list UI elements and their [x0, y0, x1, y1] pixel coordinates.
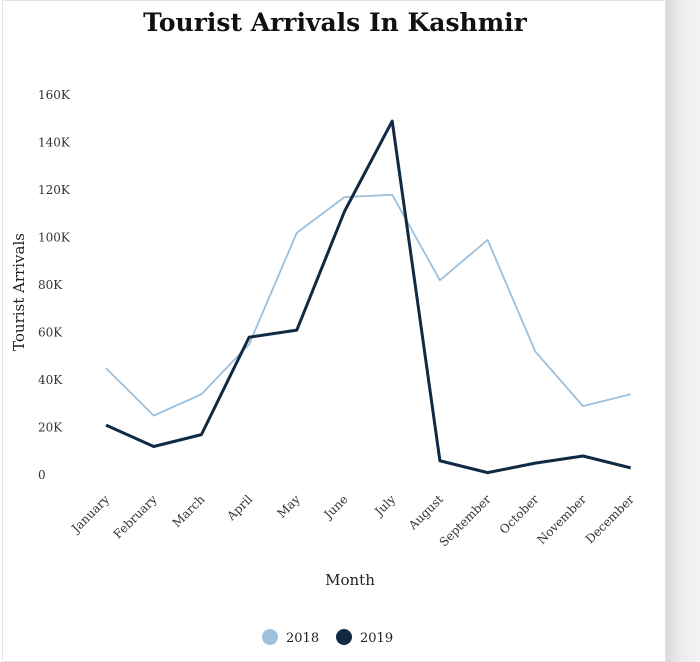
y-tick-label: 140K — [38, 136, 71, 150]
legend: 2018 2019 — [262, 629, 393, 646]
x-tick-label: April — [224, 492, 256, 524]
x-tick-label: August — [405, 492, 446, 533]
series-lines — [105, 119, 632, 475]
legend-label-2019: 2019 — [360, 631, 393, 646]
line-chart: 0 20K 40K 60K 80K 100K 120K 140K 160K JanuaryFeb… — [10, 88, 637, 646]
x-tick-label: November — [534, 492, 589, 547]
y-tick-label: 0 — [38, 468, 46, 482]
y-tick-label: 160K — [38, 88, 71, 102]
legend-marker-2019 — [336, 629, 352, 645]
y-axis-ticks: 0 20K 40K 60K 80K 100K 120K 140K 160K — [38, 88, 71, 482]
x-tick-label: September — [437, 492, 494, 549]
x-tick-label: October — [497, 492, 542, 537]
series-line-2019 — [105, 119, 632, 475]
y-axis-title: Tourist Arrivals — [10, 233, 28, 351]
x-tick-label: March — [170, 492, 208, 530]
x-axis-title: Month — [325, 571, 375, 589]
x-tick-label: January — [68, 492, 113, 537]
x-tick-label: December — [583, 492, 637, 546]
series-line-2018 — [105, 193, 631, 417]
y-tick-label: 120K — [38, 183, 71, 197]
y-tick-label: 20K — [38, 421, 63, 435]
x-tick-label: May — [274, 492, 303, 521]
y-tick-label: 60K — [38, 326, 63, 340]
y-tick-label: 40K — [38, 373, 63, 387]
x-tick-label: February — [111, 492, 160, 541]
legend-label-2018: 2018 — [286, 631, 319, 646]
legend-marker-2018 — [262, 629, 278, 645]
window-edge — [666, 0, 700, 662]
chart-card — [2, 0, 666, 662]
x-tick-label: July — [371, 492, 399, 520]
chart-title: Tourist Arrivals In Kashmir — [143, 8, 527, 37]
y-tick-label: 100K — [38, 231, 71, 245]
y-tick-label: 80K — [38, 278, 63, 292]
x-tick-label: June — [320, 492, 351, 523]
